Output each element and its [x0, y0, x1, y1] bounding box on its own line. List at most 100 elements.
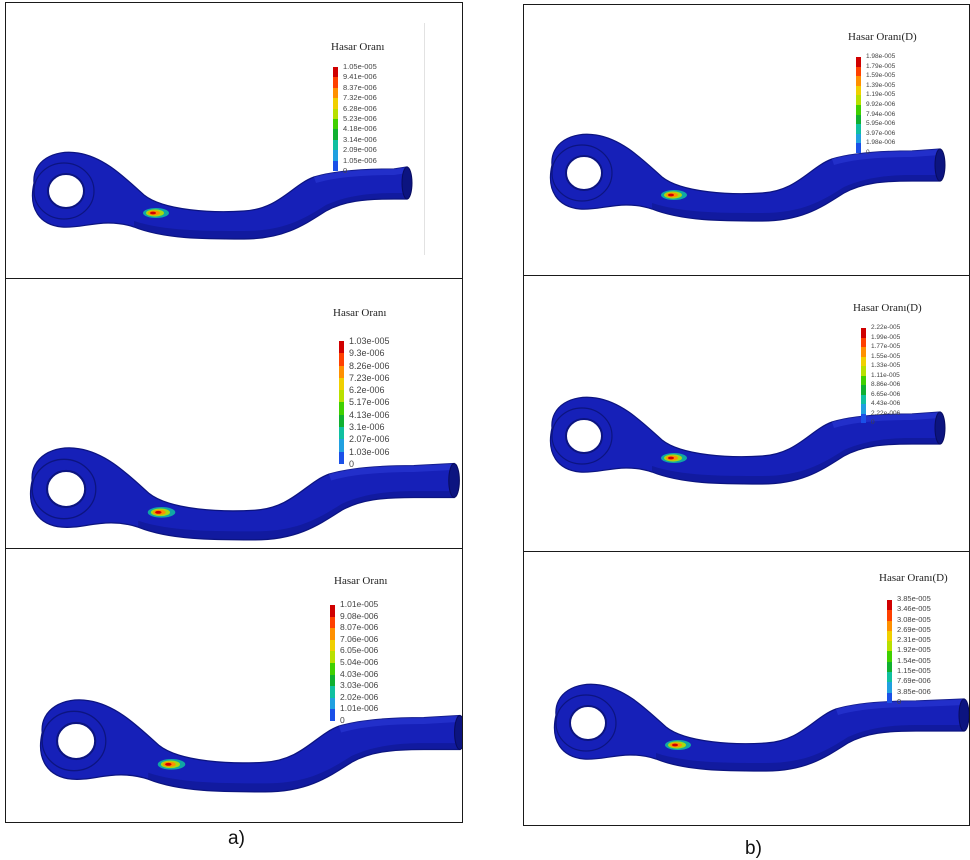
caption-a: a)	[228, 828, 245, 849]
steering-arm-model	[30, 447, 460, 541]
legend-swatch	[887, 651, 892, 662]
legend-color-bar	[339, 341, 344, 464]
legend-swatch	[333, 77, 338, 88]
legend-label: 1.33e-005	[871, 362, 901, 369]
guide-line	[424, 23, 425, 255]
legend-label: 7.32e-006	[343, 93, 377, 103]
legend-swatch	[333, 160, 338, 171]
legend-swatch	[339, 402, 344, 415]
legend-label: 3.46e-005	[897, 604, 931, 614]
legend-swatch	[333, 129, 338, 140]
legend-label: 8.26e-006	[349, 360, 390, 371]
legend-label: 0	[349, 458, 355, 469]
legend-label: 4.18e-006	[343, 124, 377, 134]
legend-label: 6.65e-006	[871, 390, 901, 398]
legend-swatch	[887, 610, 892, 621]
stress-hotspot	[147, 507, 176, 518]
legend-labels: 1.98e-005 1.79e-005 1.59e-005 1.39e-005 1.19…	[866, 52, 895, 158]
legend-label: 9.41e-006	[343, 72, 377, 82]
legend-label: 4.13e-006	[349, 409, 390, 420]
legend-swatch	[333, 67, 338, 78]
legend-title: Hasar Oranı(D)	[853, 302, 922, 314]
legend-swatch	[330, 686, 335, 698]
legend-label: 0	[871, 419, 875, 426]
legend-swatch	[333, 98, 338, 109]
legend-label: 5.17e-006	[349, 397, 390, 408]
legend-label: 3.97e-006	[866, 129, 896, 137]
legend-label: 3.1e-006	[349, 422, 385, 433]
legend-label: 1.59e-005	[866, 72, 896, 80]
panel-b1: Hasar Oranı(D) 1.98e-005 1.79e-005 1.59e-0…	[523, 4, 970, 276]
legend-swatch	[339, 451, 344, 464]
legend-swatch	[861, 328, 866, 338]
legend-label: 7.69e-006	[897, 676, 931, 686]
legend-label: 1.99e-005	[871, 333, 901, 341]
legend-label: 1.54e-005	[897, 655, 931, 665]
legend-swatch	[887, 630, 892, 642]
legend-title: Hasar Oranı(D)	[879, 572, 948, 584]
legend-swatch	[339, 390, 344, 403]
legend-label: 5.23e-006	[343, 113, 377, 123]
arm-hole	[565, 418, 603, 454]
steering-arm-model	[553, 683, 969, 772]
legend-swatch	[887, 641, 892, 652]
legend-label: 8.07e-006	[340, 622, 379, 633]
legend-title: Hasar Oranı(D)	[848, 31, 917, 43]
legend-labels: 1.01e-005 9.08e-006 8.07e-006 7.06e-006 6.05…	[340, 599, 378, 727]
stress-hotspot	[661, 453, 687, 463]
legend-label: 1.05e-005	[343, 62, 377, 71]
legend-swatch	[861, 394, 866, 404]
legend-label: 2.31e-005	[897, 635, 931, 645]
legend-label: 1.79e-005	[866, 62, 896, 70]
legend-color-bar	[330, 605, 335, 721]
stress-hotspot	[157, 759, 186, 770]
legend-swatch	[856, 133, 861, 144]
legend-label: 1.05e-006	[343, 155, 377, 165]
panel-a2: Hasar Oranı 1.03e-005 9.3e-006 8.26e-006 7.…	[5, 278, 463, 549]
steering-arm-model	[549, 396, 946, 485]
legend-label: 1.98e-006	[866, 139, 896, 147]
legend-label: 2.07e-006	[349, 434, 390, 445]
legend-swatch	[339, 439, 344, 452]
legend-swatch	[887, 661, 892, 673]
legend-swatch	[861, 366, 866, 376]
legend-label: 9.92e-006	[866, 100, 896, 108]
legend-label: 1.77e-005	[871, 343, 901, 350]
legend-title: Hasar Oranı	[333, 307, 387, 319]
caption-b: b)	[745, 838, 762, 859]
legend-swatch	[887, 600, 892, 611]
legend-label: 0	[866, 148, 870, 156]
legend-label: 1.92e-005	[897, 645, 931, 655]
legend-label: 9.08e-006	[340, 610, 379, 621]
legend-swatch	[333, 87, 338, 99]
legend-label: 2.22e-006	[871, 409, 901, 417]
legend-swatch	[333, 108, 338, 119]
steering-arm-model	[31, 151, 413, 240]
steering-arm-model	[40, 699, 462, 793]
legend-swatch	[330, 628, 335, 640]
legend-labels: 1.03e-005 9.3e-006 8.26e-006 7.23e-006 6.2e-…	[349, 335, 390, 470]
legend-swatch	[339, 341, 344, 354]
legend-swatch	[856, 66, 861, 77]
legend-labels: 1.05e-005 9.41e-006 8.37e-006 7.32e-006 6.28…	[343, 62, 377, 176]
legend-label: 1.19e-005	[866, 91, 896, 99]
legend-title: Hasar Oranı	[331, 41, 385, 53]
legend-swatch	[333, 118, 338, 130]
legend-label: 1.11e-005	[871, 371, 900, 379]
arm-hole	[569, 705, 607, 741]
legend-label: 6.28e-006	[343, 103, 377, 113]
panel-a3: Hasar Oranı 1.01e-005 9.08e-006 8.07e-006 7…	[5, 548, 463, 823]
legend-label: 4.03e-006	[340, 668, 379, 679]
legend-swatch	[856, 114, 861, 125]
legend-label: 1.39e-005	[866, 81, 896, 89]
legend-swatch	[330, 662, 335, 675]
panel-b3: Hasar Oranı(D) 3.85e-005 3.46e-005 3.08e-0…	[523, 551, 970, 826]
legend-label: 0	[340, 714, 345, 725]
legend-swatch	[330, 639, 335, 652]
legend-swatch	[861, 347, 866, 357]
legend-swatch	[861, 413, 866, 423]
stress-hotspot	[661, 190, 687, 200]
legend-swatch	[861, 337, 866, 347]
legend-label: 3.03e-006	[340, 680, 379, 691]
legend-color-bar	[887, 600, 892, 703]
